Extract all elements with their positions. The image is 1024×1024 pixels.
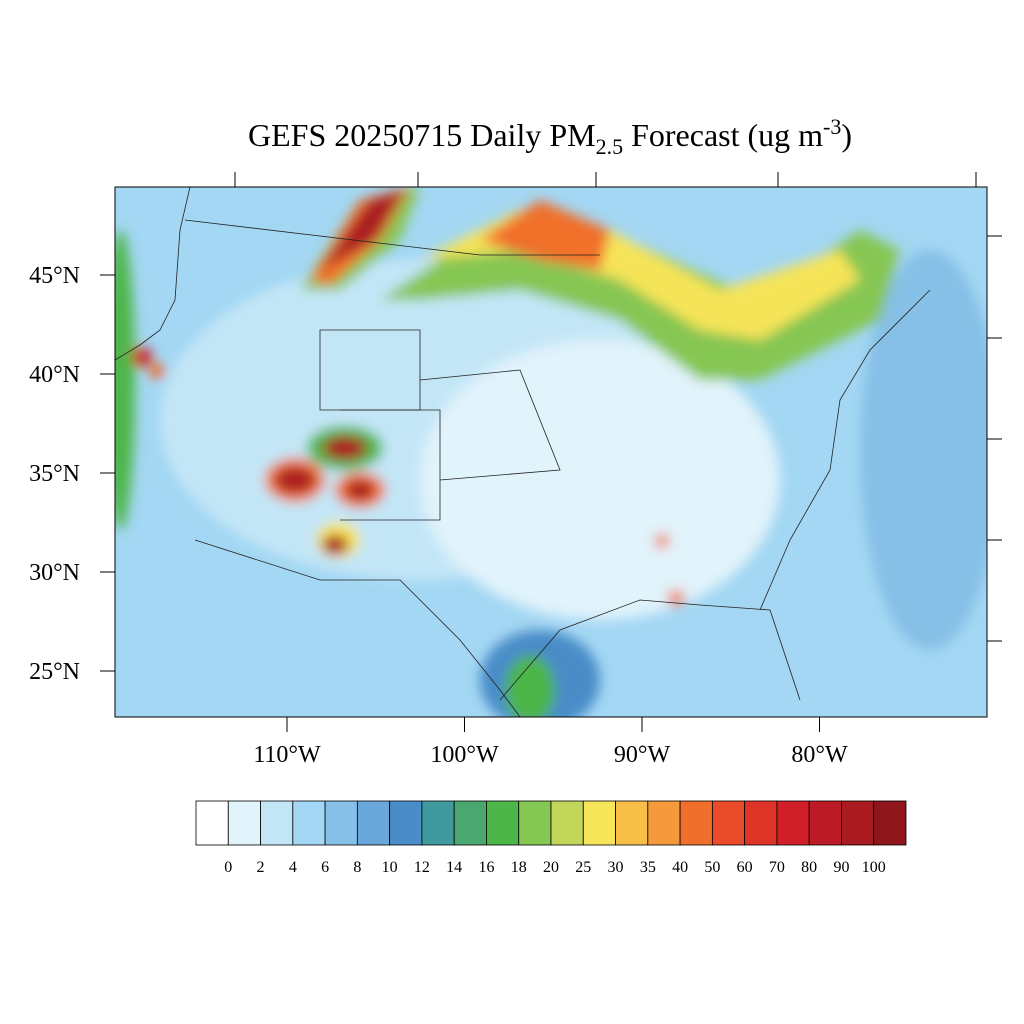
title-rest: Forecast (ug m bbox=[623, 117, 823, 153]
colorbar-label: 20 bbox=[543, 859, 559, 876]
title-subscript: 2.5 bbox=[596, 134, 624, 159]
map-frame bbox=[114, 186, 988, 718]
lat-label: 45°N bbox=[29, 263, 80, 289]
colorbar-box bbox=[486, 800, 520, 846]
lon-label: 110°W bbox=[253, 742, 321, 768]
colorbar-label: 10 bbox=[382, 859, 398, 876]
colorbar-label: 60 bbox=[737, 859, 753, 876]
frame-ticks bbox=[234, 172, 1002, 642]
colorbar-box bbox=[550, 800, 584, 846]
colorbar-box bbox=[647, 800, 681, 846]
colorbar-label: 6 bbox=[321, 859, 329, 876]
title-end: ) bbox=[841, 117, 852, 153]
colorbar-box bbox=[389, 800, 423, 846]
lat-label: 30°N bbox=[29, 560, 80, 586]
colorbar-label: 18 bbox=[511, 859, 527, 876]
colorbar-label: 25 bbox=[575, 859, 591, 876]
colorbar-box bbox=[260, 800, 294, 846]
map-field bbox=[115, 187, 987, 717]
lon-label: 80°W bbox=[791, 742, 848, 768]
colorbar-label: 30 bbox=[608, 859, 624, 876]
colorbar-label: 12 bbox=[414, 859, 430, 876]
colorbar-box bbox=[873, 800, 907, 846]
colorbar-box bbox=[744, 800, 778, 846]
lat-label: 35°N bbox=[29, 461, 80, 487]
title-superscript: -3 bbox=[823, 114, 841, 139]
lon-label: 90°W bbox=[614, 742, 671, 768]
colorbar-box bbox=[356, 800, 391, 846]
colorbar-box bbox=[679, 800, 713, 846]
colorbar-box bbox=[227, 800, 261, 846]
colorbar-box bbox=[841, 800, 875, 846]
colorbar-label: 50 bbox=[704, 859, 720, 876]
colorbar-box bbox=[808, 800, 842, 846]
colorbar-label: 8 bbox=[353, 859, 361, 876]
colorbar-box bbox=[518, 800, 552, 846]
colorbar-label: 0 bbox=[224, 859, 232, 876]
colorbar-box bbox=[776, 800, 810, 846]
lat-label: 25°N bbox=[29, 659, 80, 685]
colorbar-box bbox=[615, 800, 649, 846]
colorbar-label: 90 bbox=[833, 859, 849, 876]
colorbar-label: 16 bbox=[478, 859, 494, 876]
colorbar-box bbox=[582, 800, 616, 846]
colorbar-box bbox=[195, 800, 229, 846]
colorbar-box bbox=[711, 800, 746, 846]
colorbar-label: 40 bbox=[672, 859, 688, 876]
colorbar-label: 70 bbox=[769, 859, 785, 876]
colorbar-label: 35 bbox=[640, 859, 656, 876]
colorbar-label: 4 bbox=[289, 859, 297, 876]
colorbar-label: 100 bbox=[862, 859, 886, 876]
lat-label: 40°N bbox=[29, 362, 80, 388]
title-main: GEFS 20250715 Daily PM bbox=[248, 117, 596, 153]
colorbar-box bbox=[324, 800, 358, 846]
colorbar-label: 2 bbox=[257, 859, 265, 876]
colorbar-box bbox=[453, 800, 487, 846]
lon-label: 100°W bbox=[430, 742, 499, 768]
title: GEFS 20250715 Daily PM2.5 Forecast (ug m… bbox=[248, 114, 852, 159]
colorbar-box bbox=[421, 800, 455, 846]
colorbar-label: 80 bbox=[801, 859, 817, 876]
colorbar-box bbox=[292, 800, 326, 846]
colorbar-label: 14 bbox=[446, 859, 462, 876]
